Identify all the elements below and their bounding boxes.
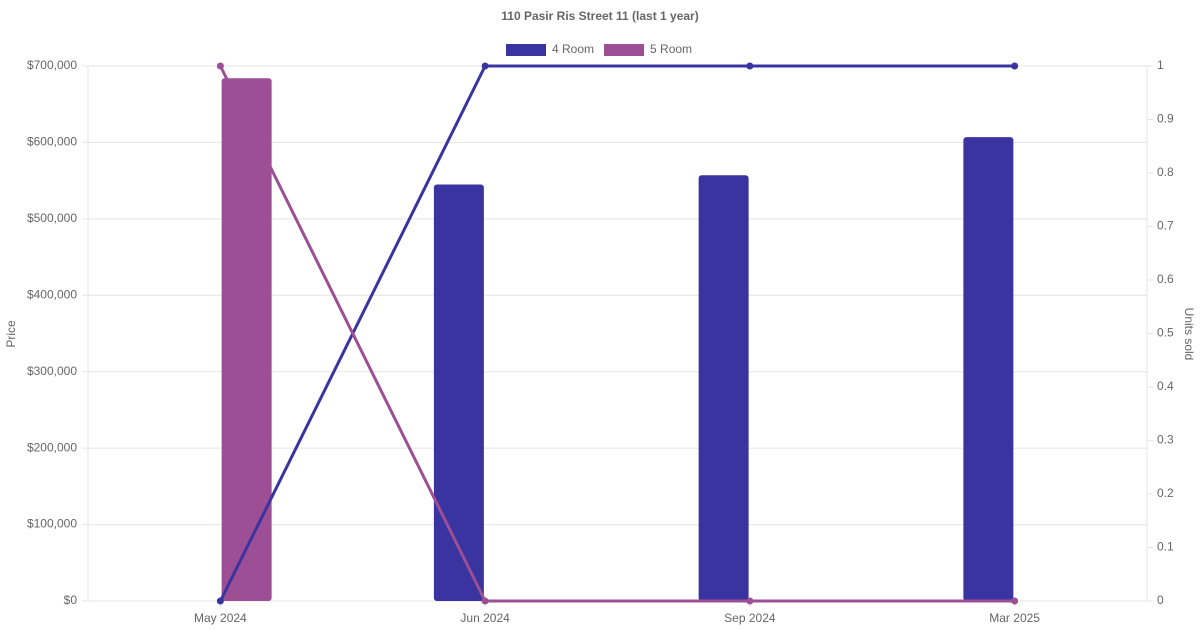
units-point <box>216 597 224 605</box>
x-tick-label: Jun 2024 <box>460 611 510 625</box>
units-point <box>1011 62 1019 70</box>
legend-swatch <box>604 44 645 56</box>
y-tick-label: $700,000 <box>27 58 77 72</box>
y-tick-label: $100,000 <box>27 517 77 531</box>
y2-tick-label: 0.2 <box>1157 486 1174 500</box>
bar <box>433 184 484 601</box>
y2-tick-label: 0.4 <box>1157 379 1174 393</box>
units-line <box>219 65 1015 603</box>
units-point <box>1011 597 1019 605</box>
y2-tick-label: 1 <box>1157 58 1164 72</box>
y2-tick-label: 0.9 <box>1157 112 1174 126</box>
y-tick-label: $400,000 <box>27 287 77 301</box>
y-axis-title: Price <box>4 320 18 348</box>
units-line <box>219 64 1015 602</box>
y-tick-label: $0 <box>64 593 78 607</box>
y-tick-label: $500,000 <box>27 211 77 225</box>
y2-tick-label: 0.6 <box>1157 272 1174 286</box>
y2-tick-label: 0.1 <box>1157 540 1174 554</box>
y2-axis-title: Units sold <box>1182 308 1196 361</box>
y-tick-label: $300,000 <box>27 364 77 378</box>
y-tick-label: $200,000 <box>27 440 77 454</box>
legend-label: 4 Room <box>552 42 594 56</box>
y2-tick-label: 0.3 <box>1157 433 1174 447</box>
y2-tick-label: 0.5 <box>1157 326 1174 340</box>
bar <box>221 78 272 601</box>
bar <box>698 175 749 602</box>
x-tick-label: Mar 2025 <box>989 611 1040 625</box>
units-point <box>481 597 489 605</box>
legend-swatch <box>506 44 546 56</box>
y-tick-label: $600,000 <box>27 135 77 149</box>
legend-label: 5 Room <box>650 42 692 56</box>
x-tick-label: May 2024 <box>194 611 247 625</box>
bar <box>963 137 1014 602</box>
units-point <box>746 62 754 70</box>
y2-tick-label: 0.7 <box>1157 219 1174 233</box>
x-tick-label: Sep 2024 <box>724 611 776 625</box>
y2-tick-label: 0.8 <box>1157 165 1174 179</box>
chart-title: 110 Pasir Ris Street 11 (last 1 year) <box>501 9 698 23</box>
y2-tick-label: 0 <box>1157 593 1164 607</box>
units-point <box>481 62 489 70</box>
units-point <box>216 62 224 70</box>
units-point <box>746 597 754 605</box>
